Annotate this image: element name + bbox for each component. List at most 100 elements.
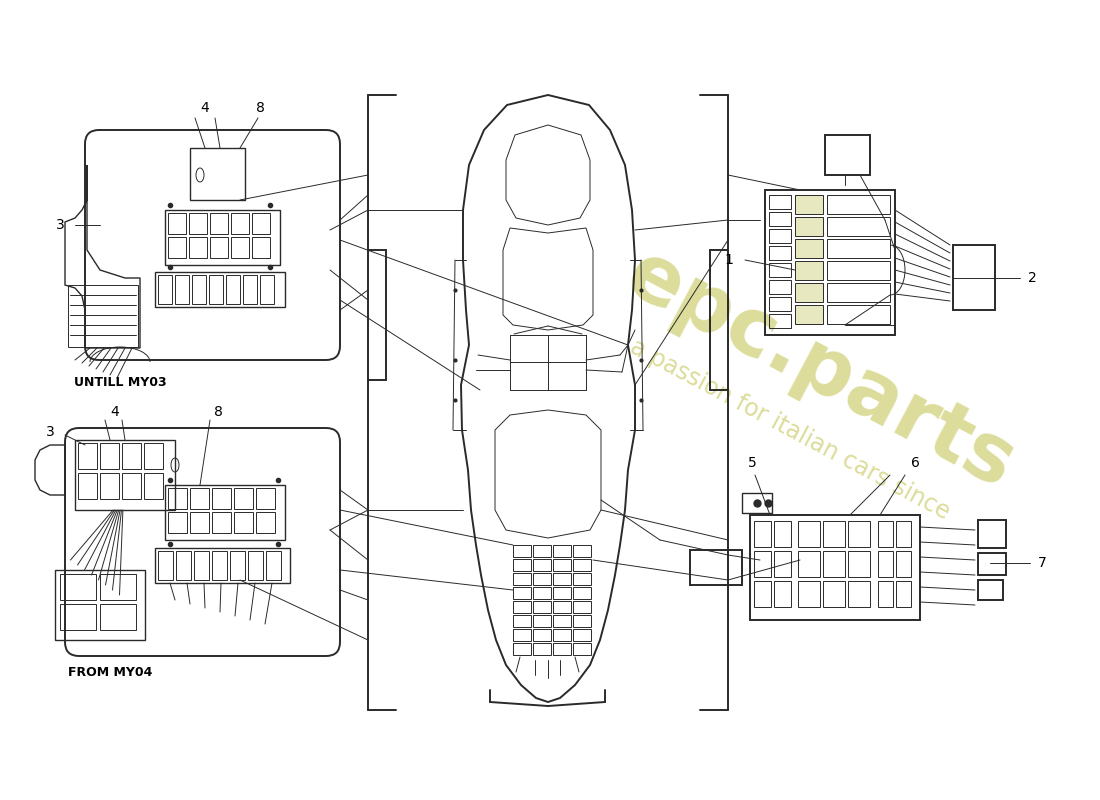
Bar [513,587,531,599]
Bar [827,217,890,236]
Bar [513,643,531,655]
Bar [155,548,290,583]
Bar [176,551,191,580]
Bar [553,615,571,627]
Bar [75,440,175,510]
Text: 8: 8 [213,405,222,419]
Bar [100,473,119,499]
Bar [573,559,591,571]
Bar [978,520,1006,548]
Text: 4: 4 [200,101,209,115]
Bar [234,512,253,533]
Bar [795,239,823,258]
Bar [823,521,845,547]
Text: 7: 7 [1038,556,1047,570]
Bar [553,587,571,599]
Bar [769,314,791,328]
Bar [60,574,96,600]
Bar [774,521,791,547]
Bar [573,643,591,655]
Bar [754,521,771,547]
Bar [896,551,911,577]
Bar [534,545,551,557]
Text: 1: 1 [724,253,733,267]
Bar [795,261,823,280]
Bar [513,573,531,585]
Bar [210,237,228,258]
Bar [122,443,141,469]
Bar [534,587,551,599]
Bar [100,574,136,600]
Bar [144,443,163,469]
Bar [573,587,591,599]
Bar [252,213,270,234]
Bar [168,512,187,533]
Bar [122,473,141,499]
Bar [100,604,136,630]
Bar [798,551,820,577]
Bar [60,604,96,630]
Bar [978,580,1003,600]
Bar [513,629,531,641]
Bar [234,488,253,509]
Bar [798,581,820,607]
Bar [754,551,771,577]
Bar [795,195,823,214]
Bar [553,559,571,571]
Bar [155,272,285,307]
Bar [690,550,743,585]
Text: 3: 3 [46,425,55,439]
Bar [165,210,280,265]
Bar [144,473,163,499]
Bar [795,305,823,324]
Bar [795,283,823,302]
Bar [827,305,890,324]
Text: 4: 4 [111,405,120,419]
Bar [769,297,791,311]
Text: 6: 6 [911,456,920,470]
Bar [848,551,870,577]
Bar [168,237,186,258]
Bar [192,275,206,304]
Bar [823,581,845,607]
Bar [513,601,531,613]
Text: 5: 5 [748,456,757,470]
Bar [896,521,911,547]
Bar [194,551,209,580]
Bar [774,551,791,577]
Bar [189,213,207,234]
Bar [553,643,571,655]
Bar [978,553,1006,575]
Bar [100,443,119,469]
Bar [158,275,172,304]
Bar [260,275,274,304]
Bar [248,551,263,580]
Bar [573,545,591,557]
Bar [750,515,920,620]
Bar [256,512,275,533]
Bar [534,629,551,641]
Bar [953,245,996,310]
Bar [226,275,240,304]
Bar [231,213,249,234]
Bar [534,643,551,655]
Bar [165,485,285,540]
Bar [175,275,189,304]
Bar [534,615,551,627]
Text: 2: 2 [1028,271,1036,285]
Bar [878,551,893,577]
Bar [212,512,231,533]
Bar [827,239,890,258]
Text: FROM MY04: FROM MY04 [68,666,152,678]
Bar [774,581,791,607]
Bar [896,581,911,607]
Bar [754,581,771,607]
Bar [534,601,551,613]
Bar [848,581,870,607]
Bar [553,573,571,585]
Text: epc.parts: epc.parts [613,235,1027,505]
Bar [190,512,209,533]
Bar [769,212,791,226]
Bar [210,213,228,234]
Text: a passion for italian cars since: a passion for italian cars since [626,335,954,525]
